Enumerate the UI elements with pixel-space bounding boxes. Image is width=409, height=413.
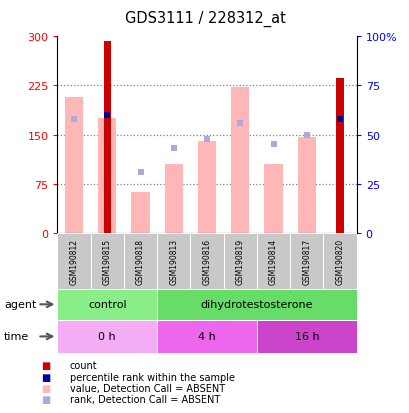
Text: GSM190818: GSM190818 [136,238,145,284]
Bar [57,289,157,320]
Text: GDS3111 / 228312_at: GDS3111 / 228312_at [124,10,285,27]
Text: control: control [88,299,126,310]
Text: agent: agent [4,299,36,310]
Text: percentile rank within the sample: percentile rank within the sample [70,372,234,382]
Text: 4 h: 4 h [198,332,216,342]
Text: ■: ■ [41,394,50,404]
Bar [157,320,256,353]
Bar [190,233,223,289]
Text: value, Detection Call = ABSENT: value, Detection Call = ABSENT [70,383,224,393]
Bar [57,233,90,289]
Text: time: time [4,332,29,342]
Text: 16 h: 16 h [294,332,318,342]
Bar [57,320,157,353]
Bar [323,233,356,289]
Bar [297,137,315,233]
Bar [256,233,290,289]
Bar [256,320,356,353]
Bar [157,233,190,289]
Text: dihydrotestosterone: dihydrotestosterone [200,299,312,310]
Text: GSM190813: GSM190813 [169,238,178,284]
Bar [90,233,124,289]
Text: GSM190817: GSM190817 [301,238,310,284]
Text: GSM190820: GSM190820 [335,238,344,284]
Text: ■: ■ [41,372,50,382]
Bar [336,78,343,233]
Bar [103,42,111,233]
Bar [164,165,182,233]
Bar [198,142,216,233]
Text: GSM190815: GSM190815 [103,238,112,284]
Text: ■: ■ [41,361,50,370]
Bar [231,88,249,233]
Text: GSM190814: GSM190814 [268,238,277,284]
Text: 0 h: 0 h [98,332,116,342]
Bar [264,165,282,233]
Bar [157,289,356,320]
Text: GSM190816: GSM190816 [202,238,211,284]
Text: count: count [70,361,97,370]
Bar [131,192,149,233]
Text: GSM190812: GSM190812 [70,238,79,284]
Text: rank, Detection Call = ABSENT: rank, Detection Call = ABSENT [70,394,219,404]
Bar [290,233,323,289]
Bar [124,233,157,289]
Text: GSM190819: GSM190819 [235,238,244,284]
Text: ■: ■ [41,383,50,393]
Bar [223,233,256,289]
Bar [65,98,83,233]
Bar [98,119,116,233]
